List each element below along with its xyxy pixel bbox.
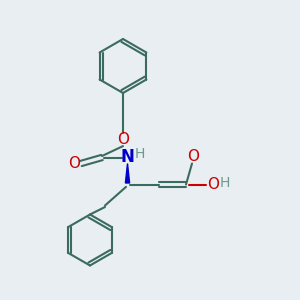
Text: N: N [121,148,134,166]
Text: O: O [117,132,129,147]
Text: O: O [68,156,80,171]
Text: O: O [188,149,200,164]
Text: H: H [219,176,230,190]
Text: O: O [207,177,219,192]
Text: H: H [135,147,145,161]
Polygon shape [125,164,130,183]
